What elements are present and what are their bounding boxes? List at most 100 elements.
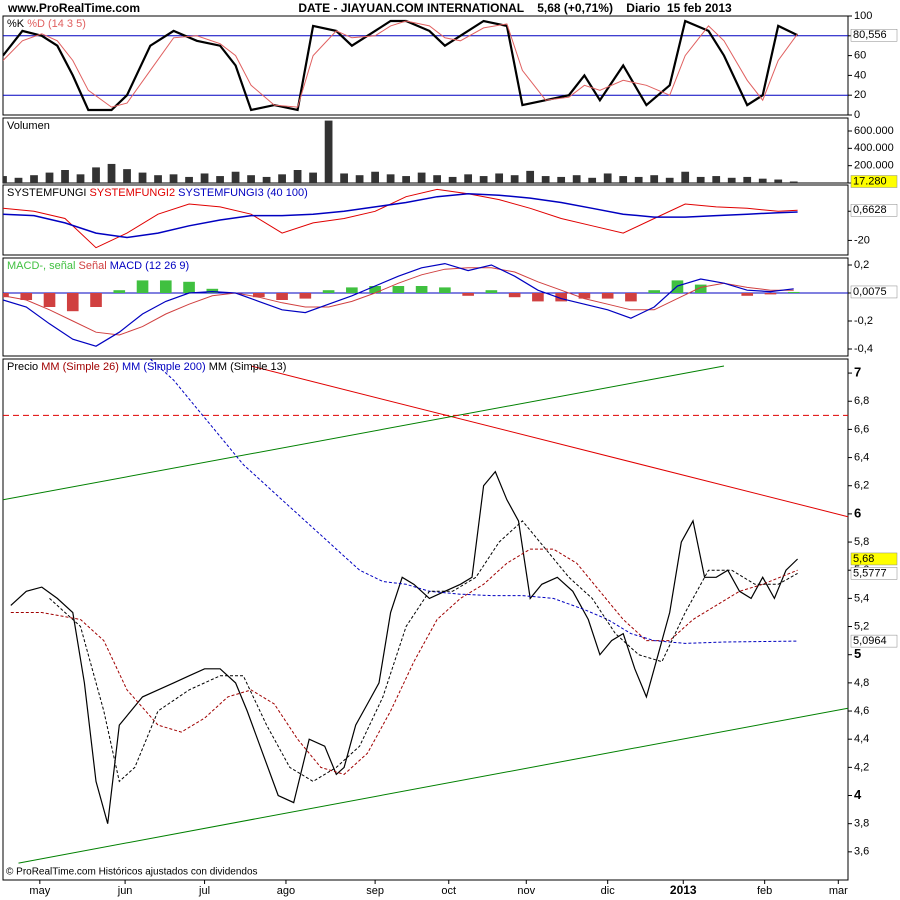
y-tick-label: 5 [854, 646, 861, 661]
legend: MACD-, señal Señal MACD (12 26 9) [7, 260, 189, 272]
site: www.ProRealTime.com [7, 1, 140, 15]
plot-area [3, 359, 848, 864]
y-tick-label: 3,6 [854, 846, 869, 858]
series-line [3, 267, 794, 336]
bar [758, 178, 767, 183]
bar [764, 293, 777, 295]
series-line [3, 19, 799, 112]
y-tick-label: 4,4 [854, 733, 869, 745]
bar [572, 175, 581, 183]
bar [464, 174, 473, 183]
last-value-label: 5,0964 [853, 635, 887, 647]
bar [340, 173, 348, 183]
legend-entry: MM (Simple 26) [41, 361, 122, 373]
y-tick-label: 100 [854, 10, 872, 22]
bar [371, 171, 379, 183]
legend-entry: Volumen [7, 120, 50, 132]
legend: SYSTEMFUNGI SYSTEMFUNGI2 SYSTEMFUNGI3 (4… [7, 187, 308, 199]
bar [185, 176, 193, 183]
bar [90, 293, 102, 307]
bar [107, 163, 116, 183]
bar [262, 176, 271, 183]
bar [650, 175, 659, 183]
x-tick-label: dic [601, 885, 616, 897]
y-tick-label: 0 [854, 109, 860, 121]
bar [386, 174, 395, 183]
bar [3, 176, 7, 183]
y-tick-label: 20 [854, 89, 866, 101]
x-tick-label: 2013 [670, 883, 697, 897]
bar [774, 179, 783, 183]
bar [665, 177, 674, 183]
series-line [3, 20, 799, 108]
panel-frame [2, 184, 849, 256]
bar [231, 171, 240, 183]
bar [462, 293, 474, 296]
legend-entry: MACD-, señal [7, 260, 79, 272]
bar [61, 170, 69, 183]
bar [3, 293, 9, 298]
bar [216, 176, 224, 183]
legend-entry: %K [7, 18, 27, 30]
y-tick-label: -20 [854, 234, 870, 246]
bar [113, 290, 126, 293]
bar [322, 290, 335, 293]
y-tick-label: 400.000 [854, 142, 894, 154]
bar [247, 175, 255, 183]
bar [200, 173, 209, 183]
bar [588, 177, 597, 183]
y-tick-label: 0,2 [854, 259, 869, 271]
bar [278, 174, 286, 183]
legend-entry: %D (14 3 5) [27, 18, 86, 30]
x-tick-label: mar [829, 885, 848, 897]
bar [136, 280, 149, 293]
y-tick-label: 6,6 [854, 423, 869, 435]
bar [159, 280, 172, 293]
bar [154, 175, 162, 183]
trend-line [18, 707, 848, 864]
panel-frame [2, 257, 849, 357]
bar [532, 293, 544, 302]
bar [14, 177, 23, 183]
plot-area [3, 120, 798, 183]
bar [555, 293, 567, 302]
y-tick-label: 4,8 [854, 677, 869, 689]
bar [694, 284, 707, 293]
bar [293, 170, 302, 183]
bar [299, 293, 312, 299]
bar [276, 293, 288, 300]
bar [578, 293, 591, 299]
legend-entry: MACD (12 26 9) [110, 260, 189, 272]
legend-entry: MM (Simple 200) [122, 361, 209, 373]
plot-area [3, 188, 798, 249]
panel-frame [2, 358, 849, 881]
bar [402, 176, 410, 183]
series-line [3, 188, 798, 249]
x-tick-label: ago [277, 885, 295, 897]
last-value-label: 80,556 [853, 29, 887, 41]
plot-area [3, 262, 848, 347]
series-line [3, 193, 798, 239]
last-value-label: 0,6628 [853, 204, 887, 216]
bar [417, 172, 426, 183]
bar [479, 176, 488, 183]
y-tick-label: 200.000 [854, 160, 894, 172]
bar [20, 293, 33, 300]
y-tick-label: 7 [854, 365, 861, 380]
y-tick-label: 4 [854, 787, 862, 802]
legend-entry: SYSTEMFUNGI3 (40 100) [178, 187, 308, 199]
bar [309, 172, 317, 183]
bar [634, 176, 643, 183]
bar [712, 176, 721, 183]
bar [30, 175, 38, 183]
y-tick-label: 5,8 [854, 536, 869, 548]
bar [346, 287, 358, 293]
series-line [10, 470, 799, 824]
bar [787, 291, 800, 293]
bar [76, 174, 85, 183]
x-tick-label: oct [441, 885, 456, 897]
y-tick-label: 6,4 [854, 451, 869, 463]
